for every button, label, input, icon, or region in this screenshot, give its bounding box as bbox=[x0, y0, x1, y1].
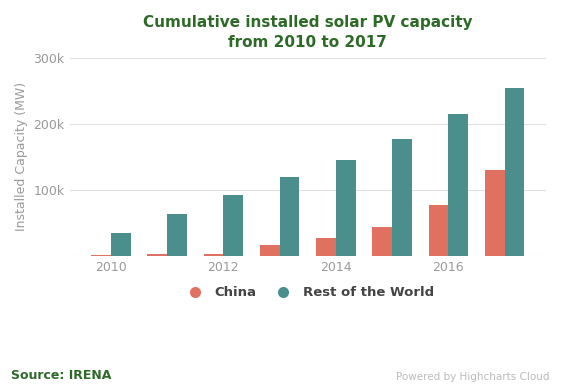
Bar bbox=[392, 139, 412, 256]
Bar bbox=[429, 205, 448, 256]
Bar bbox=[336, 160, 356, 256]
Bar bbox=[448, 114, 468, 256]
Bar bbox=[505, 88, 525, 256]
Bar bbox=[279, 177, 300, 256]
Bar bbox=[111, 233, 131, 256]
Bar bbox=[167, 214, 187, 256]
Legend: China, Rest of the World: China, Rest of the World bbox=[176, 281, 439, 305]
Bar bbox=[316, 238, 336, 256]
Text: Powered by Highcharts Cloud: Powered by Highcharts Cloud bbox=[396, 372, 550, 382]
Bar bbox=[204, 254, 223, 256]
Bar bbox=[91, 255, 111, 256]
Bar bbox=[148, 254, 167, 256]
Y-axis label: Installed Capacity (MW): Installed Capacity (MW) bbox=[15, 82, 28, 231]
Text: Source: IRENA: Source: IRENA bbox=[11, 369, 112, 382]
Bar bbox=[485, 170, 505, 256]
Title: Cumulative installed solar PV capacity
from 2010 to 2017: Cumulative installed solar PV capacity f… bbox=[143, 15, 472, 50]
Bar bbox=[373, 227, 392, 256]
Bar bbox=[223, 195, 243, 256]
Bar bbox=[260, 245, 279, 256]
